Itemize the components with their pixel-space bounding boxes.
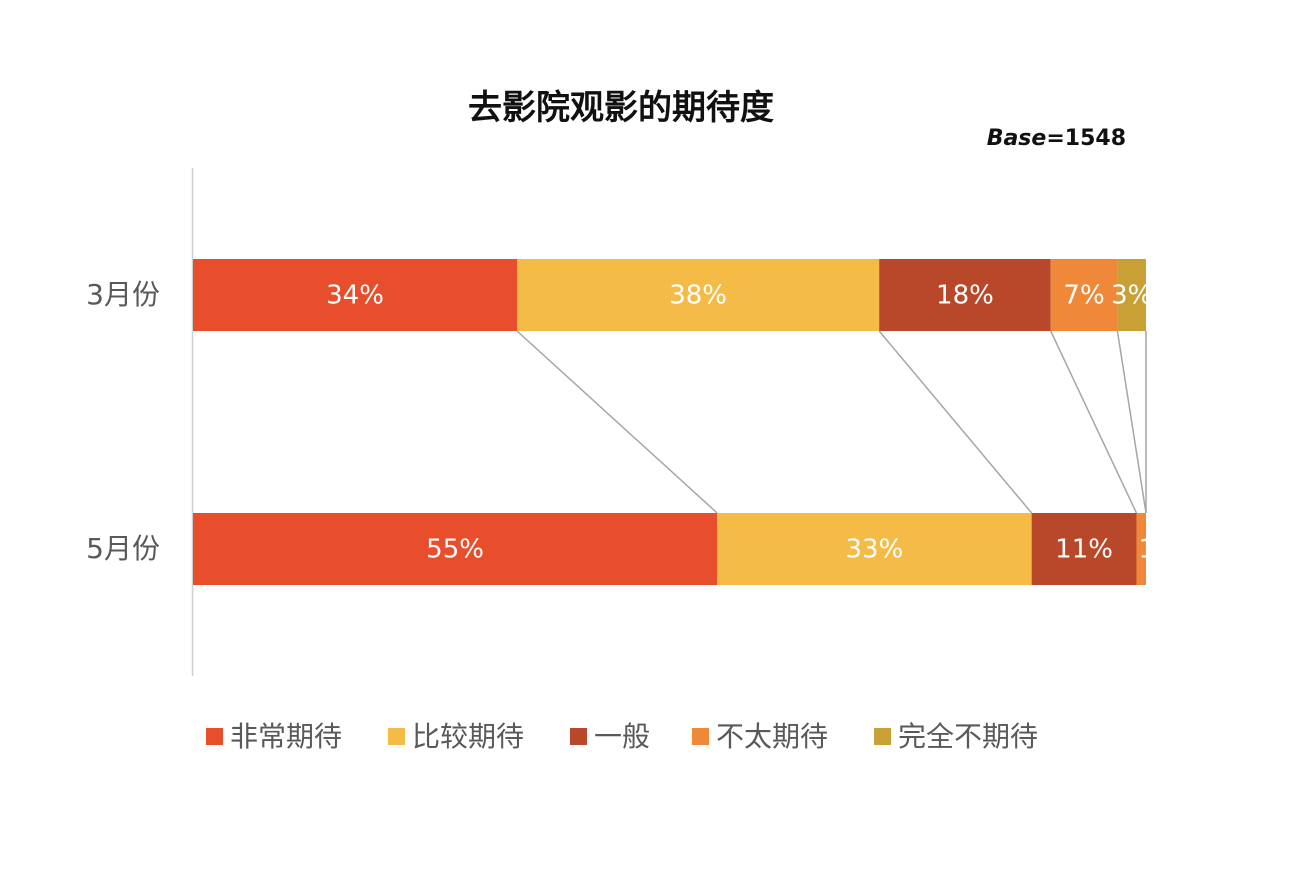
legend-label: 不太期待 bbox=[716, 720, 828, 753]
legend-item: 一般 bbox=[570, 720, 650, 753]
bar-segment bbox=[193, 259, 518, 331]
category-bar-group: 55% 33% 11% 1% bbox=[193, 513, 1179, 585]
legend-label: 一般 bbox=[594, 720, 650, 753]
base-separator: = bbox=[1046, 126, 1065, 151]
data-label: 7% bbox=[1063, 281, 1104, 311]
series-line bbox=[516, 330, 718, 514]
bar-segment bbox=[517, 259, 880, 331]
chart-title: 去影院观影的期待度 bbox=[468, 88, 774, 128]
data-label: 34% bbox=[326, 281, 384, 311]
legend-label: 非常期待 bbox=[230, 720, 342, 753]
series-line bbox=[1116, 330, 1147, 514]
legend-swatch bbox=[692, 728, 709, 745]
legend-label: 完全不期待 bbox=[898, 720, 1038, 753]
base-value: 1548 bbox=[1064, 126, 1126, 151]
category-label: 3月份 bbox=[86, 278, 160, 311]
bar-segment bbox=[879, 259, 1051, 331]
bar-segment bbox=[1050, 259, 1118, 331]
legend-swatch bbox=[388, 728, 405, 745]
series-lines bbox=[516, 330, 1147, 514]
legend-item: 不太期待 bbox=[692, 720, 828, 753]
data-label: 18% bbox=[936, 281, 994, 311]
legend-label: 比较期待 bbox=[412, 720, 524, 753]
data-label: 38% bbox=[669, 281, 727, 311]
bar-segment bbox=[193, 513, 718, 585]
legend: 非常期待 比较期待 一般 不太期待 完全不期待 bbox=[206, 720, 1038, 753]
series-line bbox=[1050, 330, 1138, 514]
base-label: Base bbox=[986, 126, 1047, 151]
data-label: 1% bbox=[1138, 535, 1179, 565]
bar-segment bbox=[1136, 513, 1146, 585]
legend-swatch bbox=[874, 728, 891, 745]
legend-swatch bbox=[570, 728, 587, 745]
legend-swatch bbox=[206, 728, 223, 745]
category-label: 5月份 bbox=[86, 532, 160, 565]
legend-item: 完全不期待 bbox=[874, 720, 1038, 753]
base-note: Base=1548 bbox=[987, 126, 1126, 151]
bar-segment bbox=[1117, 259, 1146, 331]
legend-item: 非常期待 bbox=[206, 720, 342, 753]
category-bar-group: 34% 38% 18% 7% 3% bbox=[193, 259, 1152, 331]
data-label: 33% bbox=[845, 535, 903, 565]
series-line bbox=[878, 330, 1033, 514]
bar-segment bbox=[1031, 513, 1137, 585]
data-label: 55% bbox=[426, 535, 484, 565]
legend-item: 比较期待 bbox=[388, 720, 524, 753]
bar-segment bbox=[717, 513, 1032, 585]
data-label: 11% bbox=[1055, 535, 1113, 565]
data-label: 3% bbox=[1111, 281, 1152, 311]
